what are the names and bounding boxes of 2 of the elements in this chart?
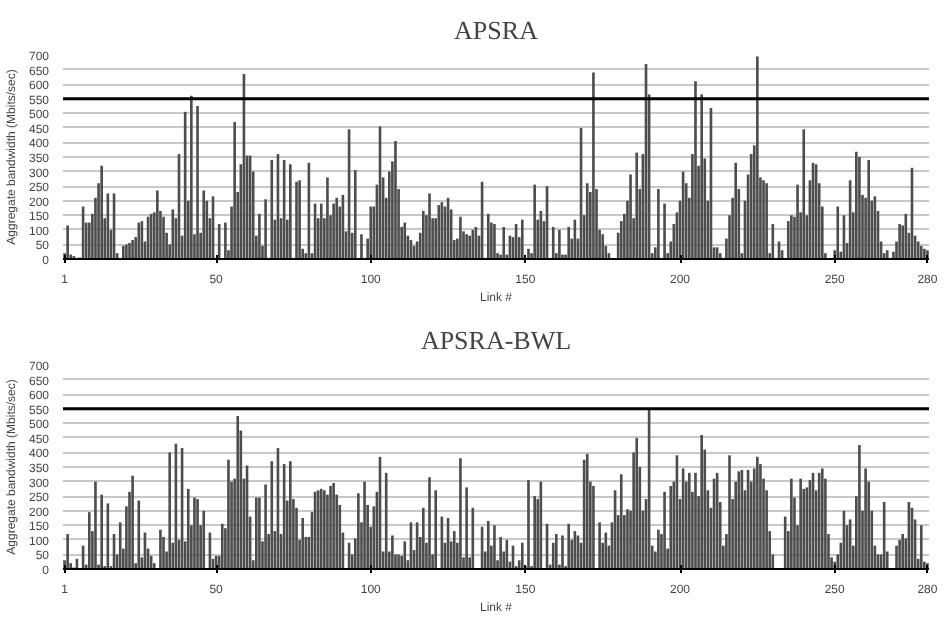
chart-title: APSRA (454, 15, 540, 45)
chart-title: APSRA-BWL (420, 325, 572, 355)
